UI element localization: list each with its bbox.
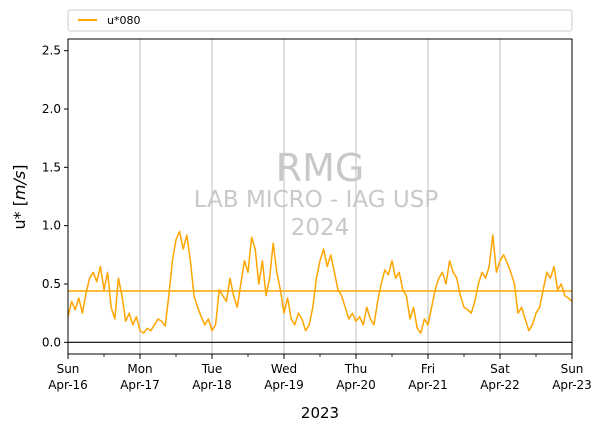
x-tick-date-1: Apr-17 (120, 378, 160, 392)
watermark-line2: LAB MICRO - IAG USP (194, 187, 439, 213)
y-tick-label-1.0: 1.0 (42, 219, 61, 233)
x-tick-day-1: Mon (127, 362, 152, 376)
watermark: RMG LAB MICRO - IAG USP 2024 (194, 146, 439, 241)
legend: u*080 (67, 9, 573, 32)
y-tick-label-1.5: 1.5 (42, 160, 61, 174)
x-tick-date-3: Apr-19 (264, 378, 304, 392)
x-tick-date-4: Apr-20 (336, 378, 376, 392)
watermark-line1: RMG (276, 146, 365, 190)
x-tick-day-4: Thu (344, 362, 368, 376)
x-tick-day-0: Sun (57, 362, 80, 376)
x-tick-day-3: Wed (271, 362, 297, 376)
y-axis: 0.0 0.5 1.0 1.5 2.0 2.5 (42, 44, 68, 349)
x-tick-date-0: Apr-16 (48, 378, 88, 392)
series-line-u*080 (67, 230, 573, 334)
grid-layer (139, 39, 501, 354)
lines-layer (68, 290, 572, 343)
x-tick-day-7: Sun (561, 362, 584, 376)
x-tick-day-6: Sat (490, 362, 510, 376)
y-tick-label-0.5: 0.5 (42, 277, 61, 291)
y-axis-label: u* [m/s] (10, 164, 29, 229)
y-tick-label-2.0: 2.0 (42, 102, 61, 116)
x-tick-date-5: Apr-21 (408, 378, 448, 392)
x-tick-date-2: Apr-18 (192, 378, 232, 392)
x-tick-day-5: Fri (421, 362, 435, 376)
plot-background (68, 39, 572, 354)
x-tick-date-7: Apr-23 (552, 378, 592, 392)
legend-box (67, 9, 573, 32)
legend-label-u080: u*080 (107, 14, 140, 27)
y-tick-label-2.5: 2.5 (42, 44, 61, 58)
x-tick-day-2: Tue (201, 362, 223, 376)
x-tick-date-6: Apr-22 (480, 378, 520, 392)
watermark-line3: 2024 (291, 215, 350, 241)
x-axis-label: 2023 (301, 404, 339, 422)
x-axis: Sun Apr-16 Mon Apr-17 Tue Apr-18 Wed Apr-19 Thu A… (48, 354, 592, 392)
y-tick-label-0.0: 0.0 (42, 335, 61, 349)
series-layer (67, 230, 573, 334)
